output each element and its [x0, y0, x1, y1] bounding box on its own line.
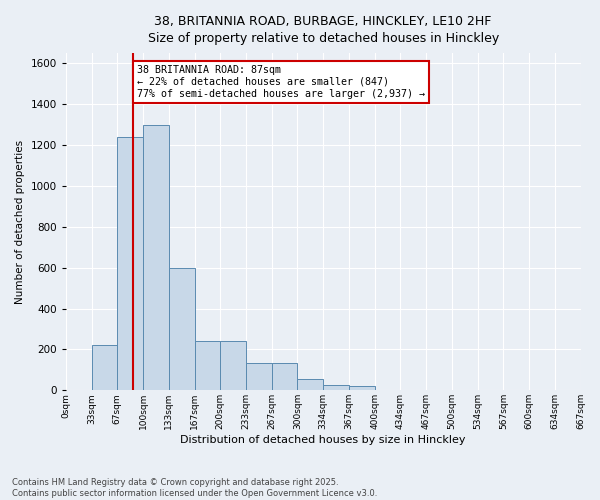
- Bar: [272, 362, 298, 390]
- Bar: [118, 137, 143, 390]
- Title: 38, BRITANNIA ROAD, BURBAGE, HINCKLEY, LE10 2HF
Size of property relative to det: 38, BRITANNIA ROAD, BURBAGE, HINCKLEY, L…: [148, 15, 499, 45]
- Bar: [169, 268, 194, 390]
- Bar: [246, 362, 272, 390]
- Y-axis label: Number of detached properties: Number of detached properties: [15, 140, 25, 304]
- Text: 38 BRITANNIA ROAD: 87sqm
← 22% of detached houses are smaller (847)
77% of semi-: 38 BRITANNIA ROAD: 87sqm ← 22% of detach…: [137, 66, 425, 98]
- Bar: [323, 385, 349, 390]
- X-axis label: Distribution of detached houses by size in Hinckley: Distribution of detached houses by size …: [181, 435, 466, 445]
- Bar: [143, 124, 169, 390]
- Text: Contains HM Land Registry data © Crown copyright and database right 2025.
Contai: Contains HM Land Registry data © Crown c…: [12, 478, 377, 498]
- Bar: [194, 341, 220, 390]
- Bar: [349, 386, 374, 390]
- Bar: [298, 379, 323, 390]
- Bar: [220, 341, 246, 390]
- Bar: [92, 346, 118, 391]
